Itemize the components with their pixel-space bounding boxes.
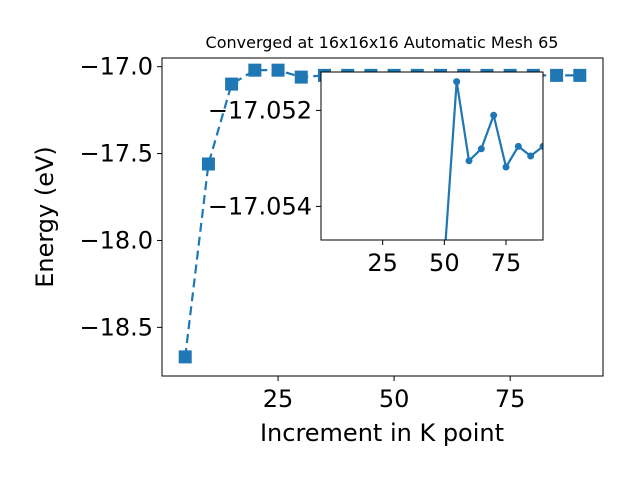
- main-data-point: [294, 70, 308, 84]
- inset-plot-frame: [320, 71, 544, 241]
- inset-y-tick-label: −17.052: [208, 96, 312, 124]
- main-x-axis-label: Increment in K point: [260, 419, 504, 447]
- main-y-ticks: −17.0 −17.5 −18.0 −18.5: [79, 53, 162, 341]
- main-data-point: [248, 63, 262, 77]
- inset-background: [321, 72, 543, 240]
- inset-y-tick-label: −17.054: [208, 192, 312, 220]
- main-y-tick-label: −18.5: [79, 313, 153, 341]
- main-data-point: [550, 68, 564, 82]
- inset-x-ticks: 25 50 75: [367, 240, 521, 277]
- inset-data-point: [514, 142, 522, 150]
- inset-x-tick-label: 50: [429, 249, 460, 277]
- inset-x-tick-label: 75: [491, 249, 522, 277]
- main-x-tick-label: 75: [495, 385, 526, 413]
- inset-y-ticks: −17.054 −17.052: [208, 96, 321, 220]
- main-plot-frame: [161, 57, 604, 377]
- main-data-point: [271, 63, 285, 77]
- inset-data-point: [477, 145, 485, 153]
- inset-data-point: [465, 157, 473, 165]
- inset-chart: 25 50 75 −17.054 −17.052: [208, 71, 544, 277]
- inset-data-point: [527, 152, 535, 160]
- main-data-point: [201, 157, 215, 171]
- main-y-tick-label: −17.0: [79, 53, 153, 81]
- main-y-tick-label: −18.0: [79, 226, 153, 254]
- inset-series: [444, 78, 543, 240]
- inset-data-point: [453, 78, 461, 86]
- inset-data-point: [502, 163, 510, 171]
- main-y-tick-label: −17.5: [79, 140, 153, 168]
- main-y-axis-label: Energy (eV): [31, 146, 59, 288]
- main-data-point: [573, 68, 587, 82]
- main-x-tick-label: 25: [263, 385, 294, 413]
- main-chart-title: Converged at 16x16x16 Automatic Mesh 65: [206, 33, 559, 52]
- main-x-tick-label: 50: [379, 385, 410, 413]
- main-x-ticks: 25 50 75: [263, 376, 526, 413]
- inset-data-point: [490, 111, 498, 119]
- inset-data-point: [539, 142, 543, 150]
- main-data-point: [225, 77, 239, 91]
- main-data-point: [178, 350, 192, 364]
- inset-x-tick-label: 25: [367, 249, 398, 277]
